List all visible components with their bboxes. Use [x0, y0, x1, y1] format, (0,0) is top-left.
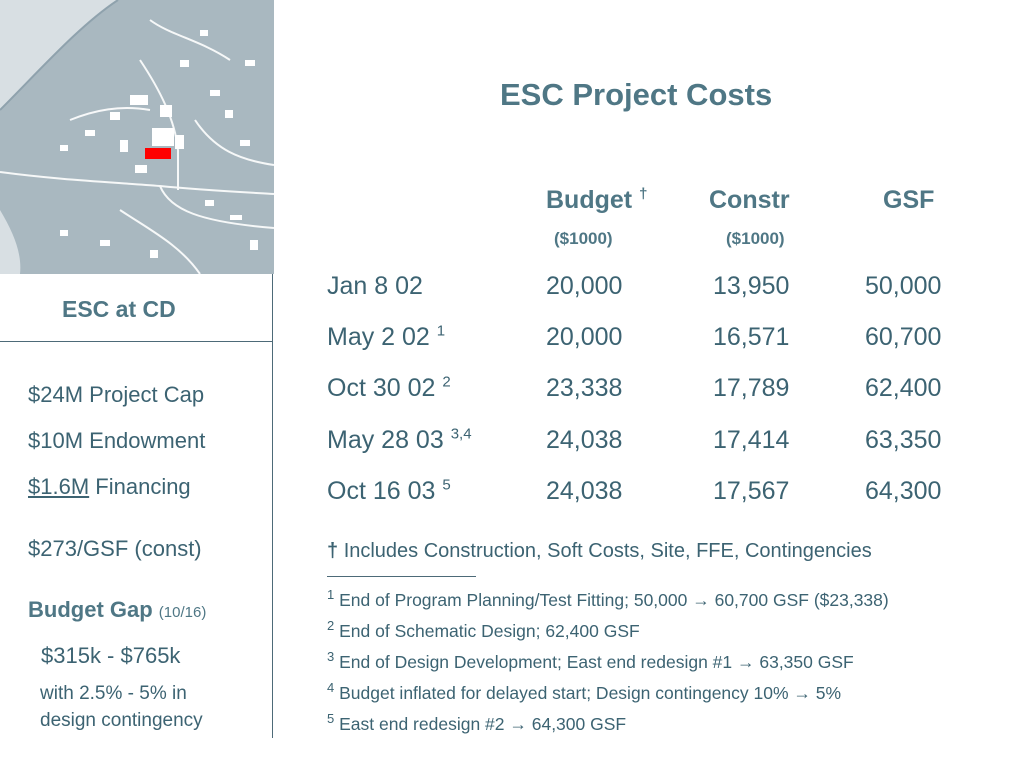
dagger-note: † Includes Construction, Soft Costs, Sit…	[327, 540, 872, 563]
site-map	[0, 0, 274, 274]
budget-dagger: †	[639, 185, 648, 203]
dagger-note-mark: †	[327, 540, 339, 562]
endowment: $10M Endowment	[28, 428, 206, 453]
row-footnote-ref: 1	[436, 322, 446, 340]
financing: $1.6M Financing	[28, 474, 191, 500]
row-gsf: 63,350	[865, 426, 942, 454]
row-footnote-ref: 2	[442, 373, 451, 391]
gap-note-line-1: with 2.5% - 5% in	[40, 683, 187, 704]
table-row: May 2 02 1 20,000 16,571 60,700	[0, 323, 1024, 357]
footnote-number: 5	[327, 711, 335, 727]
budget-header-text: Budget	[546, 186, 633, 214]
row-date: May 28 03 3,4	[327, 426, 472, 455]
constr-unit: ($1000)	[726, 229, 785, 248]
gap-note-line-2: design contingency	[40, 710, 203, 731]
footnote: 1 End of Program Planning/Test Fitting; …	[327, 587, 889, 611]
row-date-text: Oct 30 02	[327, 374, 436, 402]
footnote: 2 End of Schematic Design; 62,400 GSF	[327, 618, 640, 642]
footnote: 4 Budget inflated for delayed start; Des…	[327, 680, 842, 704]
column-header-budget: Budget †	[546, 186, 647, 215]
table-row: Oct 16 03 5 24,038 17,567 64,300	[0, 477, 1024, 511]
row-budget: 20,000	[546, 323, 623, 351]
column-header-constr: Constr	[709, 186, 790, 214]
budget-gap-label: Budget Gap	[28, 597, 153, 622]
row-date: May 2 02 1	[327, 323, 445, 352]
row-constr: 17,414	[713, 426, 790, 454]
row-footnote-ref: 3,4	[450, 425, 472, 443]
row-constr: 17,789	[713, 374, 790, 402]
row-date: Oct 16 03 5	[327, 477, 451, 506]
footnote-text: Budget inflated for delayed start; Desig…	[339, 683, 842, 703]
row-gsf: 64,300	[865, 477, 942, 505]
budget-gap-date: (10/16)	[158, 604, 207, 621]
financing-label: Financing	[95, 474, 191, 499]
row-footnote-ref: 5	[442, 476, 451, 494]
footnote: 3 End of Design Development; East end re…	[327, 649, 854, 673]
sidebar-heading: ESC at CD	[62, 296, 176, 322]
row-budget: 23,338	[546, 374, 623, 402]
table-row: May 28 03 3,4 24,038 17,414 63,350	[0, 426, 1024, 460]
footnote-text: End of Program Planning/Test Fitting; 50…	[339, 590, 889, 610]
table-row: Oct 30 02 2 23,338 17,789 62,400	[0, 374, 1024, 408]
footnote-text: End of Schematic Design; 62,400 GSF	[339, 621, 640, 641]
footnote-text: End of Design Development; East end rede…	[339, 652, 854, 672]
row-budget: 20,000	[546, 272, 623, 300]
table-row: Jan 8 02 20,000 13,950 50,000	[0, 272, 1024, 306]
budget-gap: Budget Gap (10/16)	[28, 597, 206, 623]
row-date-text: May 28 03	[327, 426, 444, 454]
row-constr: 17,567	[713, 477, 790, 505]
row-gsf: 60,700	[865, 323, 942, 351]
row-constr: 16,571	[713, 323, 790, 351]
row-date-text: May 2 02	[327, 323, 430, 351]
footnote-rule	[327, 576, 476, 577]
cost-per-gsf: $273/GSF (const)	[28, 536, 202, 561]
footnote-number: 3	[327, 649, 335, 665]
dagger-note-text: Includes Construction, Soft Costs, Site,…	[343, 540, 872, 562]
gap-range: $315k - $765k	[41, 643, 181, 668]
row-budget: 24,038	[546, 426, 623, 454]
column-header-gsf: GSF	[883, 186, 935, 214]
row-date-text: Jan 8 02	[327, 272, 423, 300]
row-date: Jan 8 02	[327, 272, 423, 301]
row-gsf: 50,000	[865, 272, 942, 300]
row-gsf: 62,400	[865, 374, 942, 402]
row-constr: 13,950	[713, 272, 790, 300]
sidebar-divider-horizontal	[0, 341, 273, 342]
footnote-number: 1	[327, 587, 335, 603]
footnote-number: 4	[327, 680, 335, 696]
row-budget: 24,038	[546, 477, 623, 505]
budget-unit: ($1000)	[554, 229, 613, 248]
row-date-text: Oct 16 03	[327, 477, 436, 505]
footnote-number: 2	[327, 618, 335, 634]
gap-note: with 2.5% - 5% in design contingency	[40, 680, 203, 734]
financing-amount: $1.6M	[28, 474, 90, 499]
row-date: Oct 30 02 2	[327, 374, 451, 403]
footnote: 5 East end redesign #2 → 64,300 GSF	[327, 711, 627, 735]
page-title: ESC Project Costs	[500, 77, 773, 112]
footnote-text: East end redesign #2 → 64,300 GSF	[339, 714, 627, 734]
sidebar-divider-vertical	[272, 274, 273, 738]
project-cap: $24M Project Cap	[28, 382, 205, 407]
